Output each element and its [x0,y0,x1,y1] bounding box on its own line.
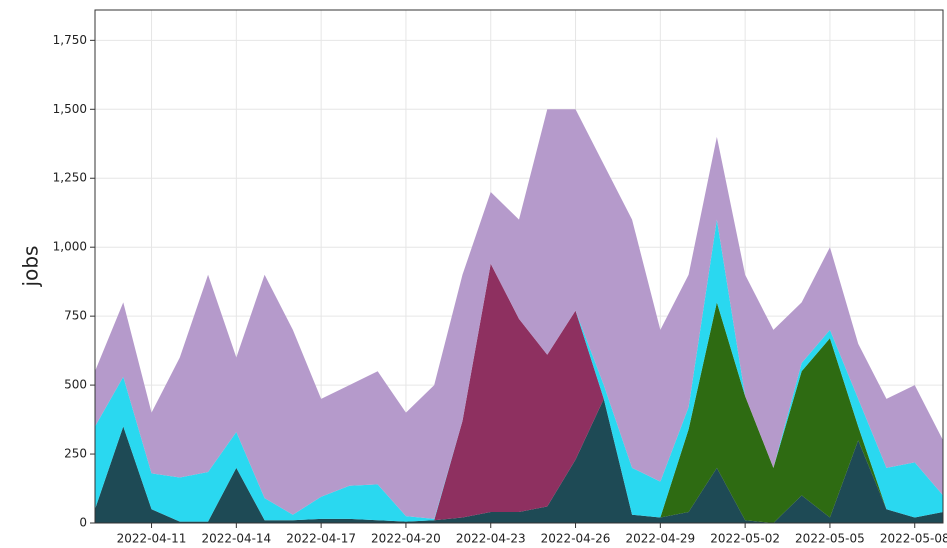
x-tick-label: 2022-04-14 [201,532,271,546]
area [95,219,943,522]
y-tick-label: 250 [64,447,87,461]
y-tick-label: 1,250 [53,171,87,185]
x-tick-label: 2022-04-20 [371,532,441,546]
area [95,263,943,522]
x-tick-label: 2022-04-23 [456,532,526,546]
y-tick-label: 500 [64,378,87,392]
area [95,398,943,523]
y-tick-label: 1,500 [53,102,87,116]
y-tick-label: 1,000 [53,240,87,254]
x-tick-label: 2022-05-05 [795,532,865,546]
y-tick-label: 750 [64,309,87,323]
area [95,302,943,523]
x-tick-label: 2022-04-11 [117,532,187,546]
x-tick-label: 2022-04-29 [625,532,695,546]
y-axis-label: jobs [19,246,43,288]
y-tick-label: 0 [79,516,87,530]
x-tick-label: 2022-05-02 [710,532,780,546]
y-tick-label: 1,750 [53,33,87,47]
plot-frame [94,9,944,524]
x-tick-label: 2022-05-08 [880,532,947,546]
area [95,109,943,519]
x-tick-label: 2022-04-17 [286,532,356,546]
x-tick-label: 2022-04-26 [541,532,611,546]
